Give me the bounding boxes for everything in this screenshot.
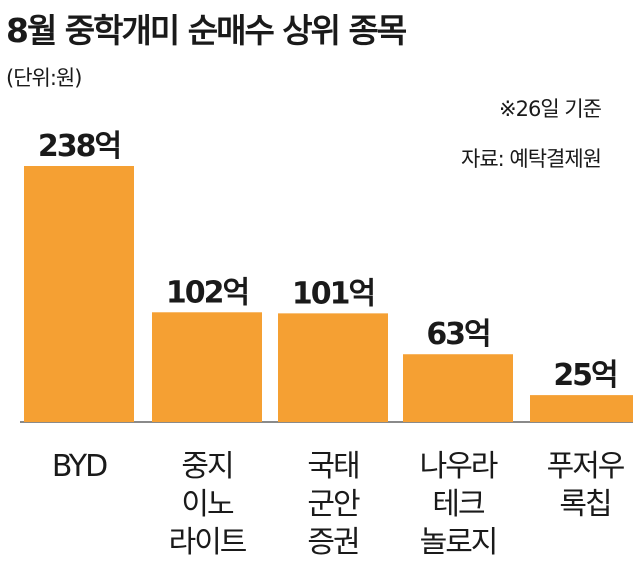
bar-2 — [278, 313, 388, 422]
source-note: 자료: 예탁결제원 — [461, 147, 602, 171]
category-label-3-line-1: 테크 — [432, 487, 484, 522]
value-label-0: 238억 — [38, 129, 120, 164]
value-label-3: 63억 — [426, 317, 489, 352]
date-note: ※26일 기준 — [499, 97, 602, 121]
value-label-2: 101억 — [292, 276, 374, 311]
category-label-2-line-0: 국태 — [307, 449, 358, 484]
category-label-4-line-1: 록칩 — [559, 487, 610, 522]
unit-label: (단위:원) — [6, 66, 82, 90]
bar-1 — [152, 312, 262, 422]
category-label-0-line-0: BYD — [52, 449, 107, 484]
chart-title: 8월 중학개미 순매수 상위 종목 — [6, 11, 407, 50]
category-label-3-line-0: 나우라 — [420, 449, 498, 484]
category-label-2-line-1: 군안 — [307, 487, 360, 522]
category-label-3-line-2: 놀로지 — [420, 525, 497, 560]
bar-0 — [24, 166, 134, 422]
category-label-4-line-0: 푸저우 — [547, 449, 625, 484]
bar-4 — [530, 395, 633, 422]
bar-3 — [403, 354, 513, 422]
category-label-2-line-2: 증권 — [307, 525, 358, 560]
value-label-4: 25억 — [553, 358, 616, 393]
category-label-1-line-0: 중지 — [181, 449, 232, 484]
category-label-1-line-2: 라이트 — [169, 525, 247, 560]
value-label-1: 102억 — [166, 275, 248, 310]
category-label-1-line-1: 이노 — [181, 487, 234, 522]
